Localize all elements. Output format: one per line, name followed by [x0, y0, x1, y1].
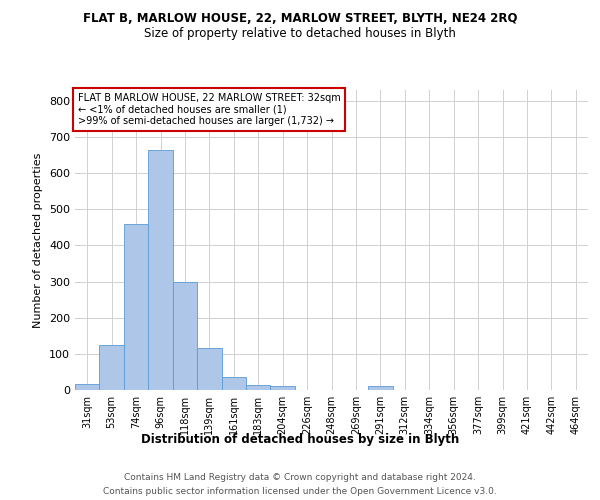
Bar: [271, 386, 295, 390]
Text: Distribution of detached houses by size in Blyth: Distribution of detached houses by size …: [141, 432, 459, 446]
Bar: [246, 386, 271, 390]
Text: Contains public sector information licensed under the Open Government Licence v3: Contains public sector information licen…: [103, 488, 497, 496]
Text: FLAT B MARLOW HOUSE, 22 MARLOW STREET: 32sqm
← <1% of detached houses are smalle: FLAT B MARLOW HOUSE, 22 MARLOW STREET: 3…: [77, 93, 340, 126]
Text: Size of property relative to detached houses in Blyth: Size of property relative to detached ho…: [144, 28, 456, 40]
Bar: [75, 384, 100, 390]
Bar: [148, 150, 173, 390]
Bar: [197, 348, 221, 390]
Text: FLAT B, MARLOW HOUSE, 22, MARLOW STREET, BLYTH, NE24 2RQ: FLAT B, MARLOW HOUSE, 22, MARLOW STREET,…: [83, 12, 517, 26]
Bar: [368, 386, 392, 390]
Bar: [100, 345, 124, 390]
Bar: [124, 224, 148, 390]
Y-axis label: Number of detached properties: Number of detached properties: [34, 152, 43, 328]
Bar: [173, 282, 197, 390]
Bar: [221, 378, 246, 390]
Text: Contains HM Land Registry data © Crown copyright and database right 2024.: Contains HM Land Registry data © Crown c…: [124, 472, 476, 482]
